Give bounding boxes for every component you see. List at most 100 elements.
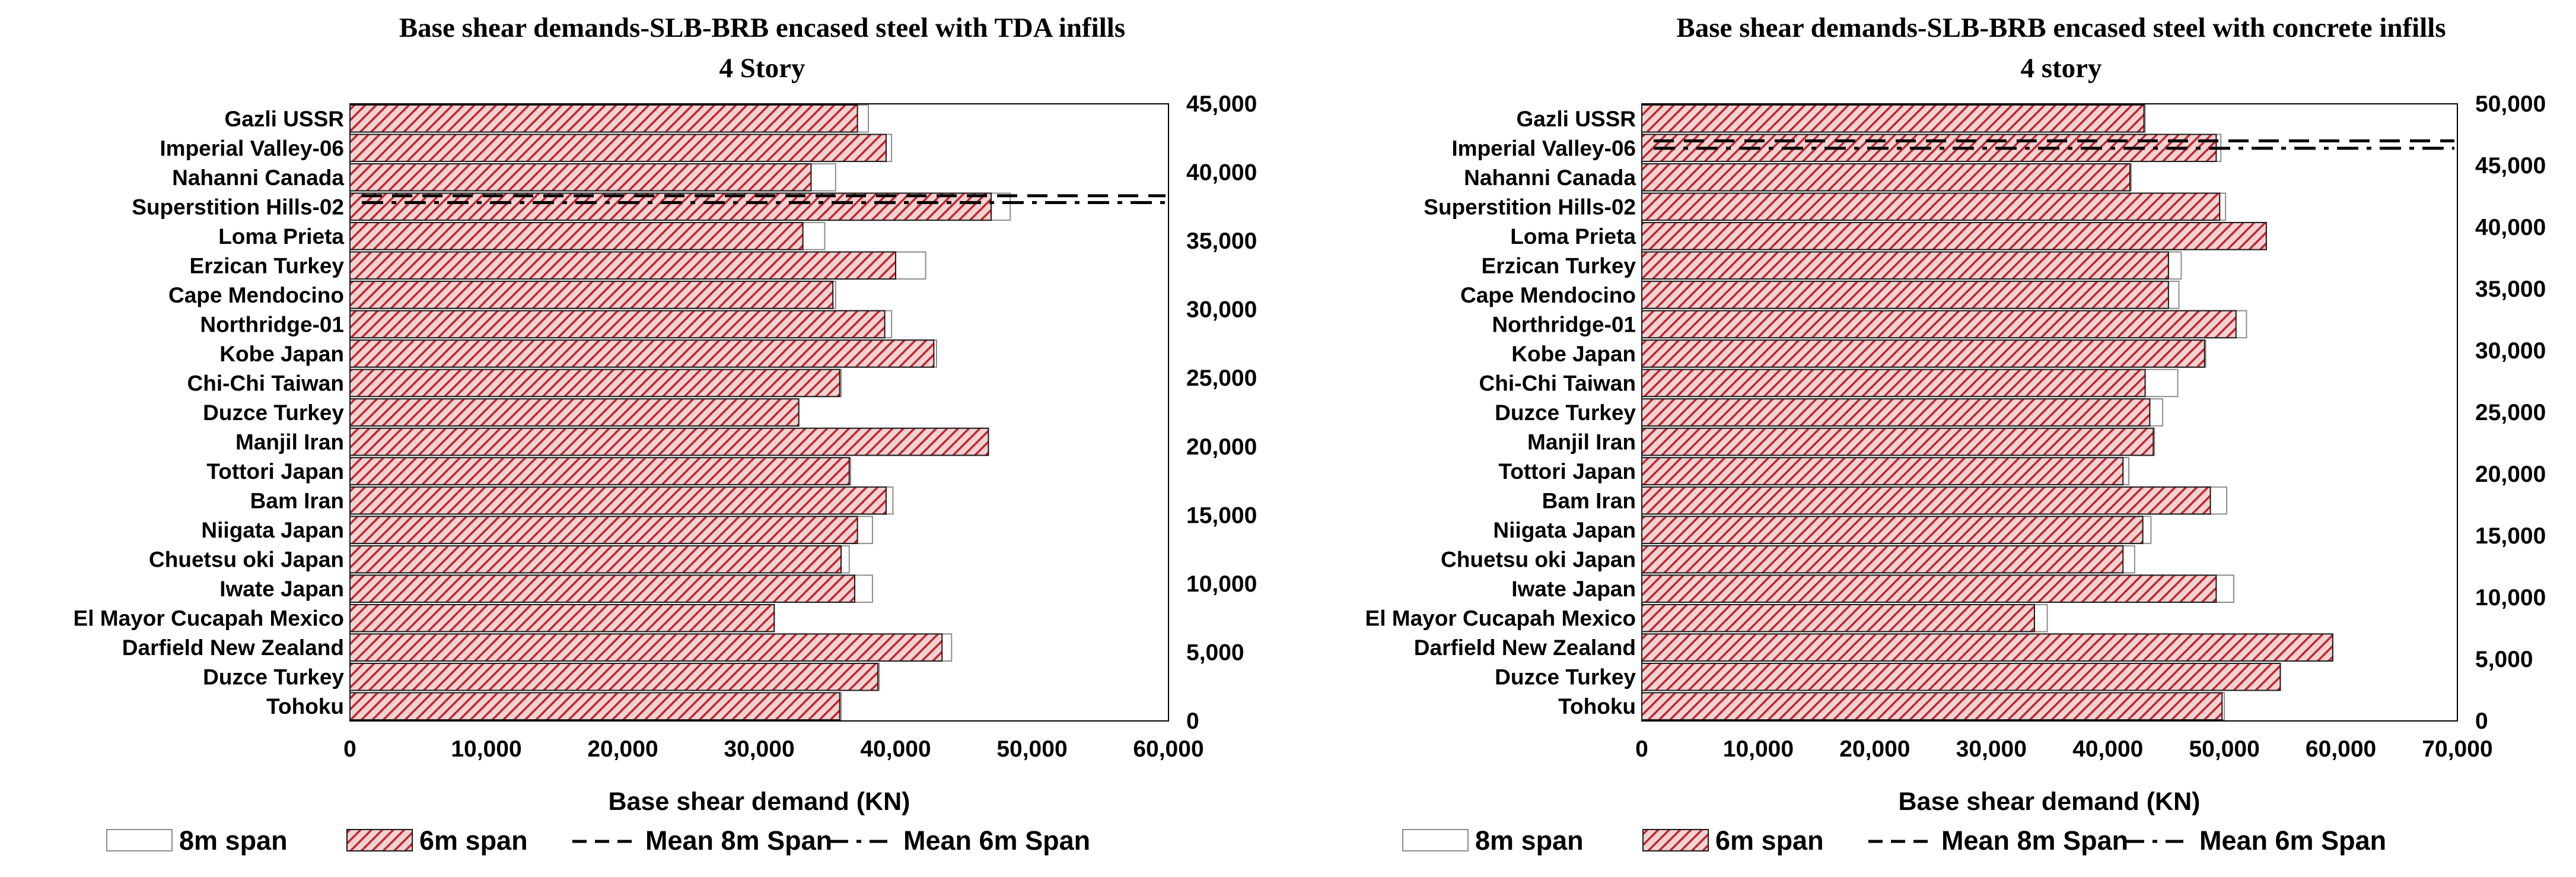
bar-6m-span bbox=[349, 486, 887, 515]
bar-6m-span bbox=[1641, 574, 2217, 603]
legend-label-6m-span: 6m span bbox=[1715, 825, 1824, 856]
chart-title: Base shear demands-SLB-BRB encased steel… bbox=[1676, 12, 2446, 43]
x-tick-label: 60,000 bbox=[2306, 736, 2376, 762]
category-label: Imperial Valley-06 bbox=[1451, 136, 1636, 160]
category-label: Gazli USSR bbox=[225, 107, 345, 131]
bar-6m-span bbox=[1641, 251, 2169, 280]
category-label: Northridge-01 bbox=[1492, 312, 1636, 336]
bar-6m-span bbox=[1641, 545, 2124, 574]
category-label: Erzican Turkey bbox=[1482, 253, 1636, 278]
bar-6m-span bbox=[349, 427, 989, 456]
category-label: Niigata Japan bbox=[1493, 518, 1636, 542]
secondary-y-tick-label: 0 bbox=[2475, 708, 2488, 734]
x-tick-label: 60,000 bbox=[1133, 736, 1203, 762]
secondary-y-tick-label: 20,000 bbox=[1186, 434, 1257, 460]
legend-label-mean-8m: Mean 8m Span bbox=[645, 825, 832, 856]
category-label: Chuetsu oki Japan bbox=[1441, 548, 1636, 572]
secondary-y-tick-label: 15,000 bbox=[1186, 503, 1257, 528]
secondary-y-tick-label: 15,000 bbox=[2475, 523, 2546, 549]
bar-6m-span bbox=[349, 368, 840, 398]
category-label: Niigata Japan bbox=[201, 518, 344, 542]
x-tick-label: 50,000 bbox=[2189, 736, 2259, 762]
bar-6m-span bbox=[1641, 662, 2281, 691]
x-tick-label: 0 bbox=[1635, 736, 1648, 762]
chart-subtitle: 4 story bbox=[2020, 53, 2102, 84]
category-label: Manjil Iran bbox=[1527, 430, 1636, 455]
bar-6m-span bbox=[349, 692, 840, 721]
secondary-y-tick-label: 5,000 bbox=[1186, 640, 1244, 665]
x-tick-label: 20,000 bbox=[587, 736, 658, 762]
category-label: Manjil Iran bbox=[235, 430, 344, 455]
x-tick-label: 70,000 bbox=[2422, 736, 2492, 762]
category-label: Northridge-01 bbox=[200, 312, 344, 336]
x-tick-label: 20,000 bbox=[1839, 736, 1910, 762]
bar-6m-span bbox=[349, 457, 850, 485]
category-label: Superstition Hills-02 bbox=[132, 195, 344, 219]
bar-6m-span bbox=[1641, 457, 2124, 485]
legend-label-8m-span: 8m span bbox=[1475, 825, 1584, 856]
secondary-y-tick-label: 20,000 bbox=[2475, 462, 2546, 487]
bar-6m-span bbox=[349, 516, 858, 544]
category-label: Tottori Japan bbox=[1498, 459, 1636, 484]
category-label: Nahanni Canada bbox=[172, 166, 344, 190]
secondary-y-tick-label: 30,000 bbox=[2475, 338, 2546, 364]
x-tick-label: 40,000 bbox=[2072, 736, 2143, 762]
legend-label-mean-6m: Mean 6m Span bbox=[903, 825, 1090, 856]
legend-label-6m-span: 6m span bbox=[419, 825, 528, 856]
category-label: Bam Iran bbox=[1542, 489, 1636, 513]
bar-6m-span bbox=[1641, 692, 2223, 721]
secondary-y-tick-label: 50,000 bbox=[2475, 91, 2546, 117]
category-label: Cape Mendocino bbox=[168, 283, 344, 307]
x-tick-label: 10,000 bbox=[1723, 736, 1794, 762]
category-label: Tohoku bbox=[266, 694, 344, 719]
bar-6m-span bbox=[349, 222, 804, 250]
category-label: Superstition Hills-02 bbox=[1424, 195, 1636, 219]
category-label: Gazli USSR bbox=[1517, 107, 1636, 131]
bar-6m-span bbox=[1641, 281, 2169, 309]
category-label: Tottori Japan bbox=[206, 459, 344, 484]
legend-label-mean-8m: Mean 8m Span bbox=[1941, 825, 2128, 856]
category-label: Duzce Turkey bbox=[1495, 665, 1636, 689]
category-label: Cape Mendocino bbox=[1460, 283, 1636, 307]
bar-6m-span bbox=[349, 662, 879, 691]
bar-6m-span bbox=[349, 104, 858, 133]
chart-title: Base shear demands-SLB-BRB encased steel… bbox=[399, 12, 1125, 43]
bar-6m-span bbox=[1641, 603, 2035, 633]
bar-6m-span bbox=[1641, 104, 2145, 133]
legend-swatch-6m-span bbox=[346, 829, 413, 851]
bar-6m-span bbox=[349, 281, 834, 309]
x-tick-label: 10,000 bbox=[451, 736, 521, 762]
secondary-y-tick-label: 35,000 bbox=[1186, 228, 1257, 254]
left-chart-panel: Base shear demands-SLB-BRB encased steel… bbox=[74, 12, 1257, 856]
secondary-y-tick-label: 25,000 bbox=[2475, 400, 2546, 425]
bar-6m-span bbox=[1641, 633, 2333, 662]
category-label: Darfield New Zealand bbox=[1414, 635, 1636, 660]
category-label: Chi-Chi Taiwan bbox=[1479, 371, 1636, 395]
secondary-y-tick-label: 0 bbox=[1186, 708, 1199, 734]
bar-6m-span bbox=[349, 574, 855, 603]
bar-6m-span bbox=[1641, 368, 2146, 398]
bar-6m-span bbox=[1641, 339, 2205, 368]
category-label: El Mayor Cucapah Mexico bbox=[74, 606, 344, 631]
category-label: Bam Iran bbox=[250, 489, 344, 513]
category-label: Chuetsu oki Japan bbox=[149, 548, 344, 572]
category-label: Iwate Japan bbox=[1511, 577, 1636, 601]
category-label: Iwate Japan bbox=[219, 577, 344, 601]
chart-subtitle: 4 Story bbox=[719, 53, 805, 84]
category-label: Loma Prieta bbox=[1510, 224, 1636, 249]
x-axis-label: Base shear demand (KN) bbox=[1899, 787, 2201, 816]
bar-6m-span bbox=[349, 398, 800, 427]
secondary-y-tick-label: 30,000 bbox=[1186, 297, 1257, 323]
bar-6m-span bbox=[1641, 192, 2221, 221]
bar-6m-span bbox=[349, 251, 896, 280]
x-tick-label: 30,000 bbox=[724, 736, 794, 762]
category-label: Duzce Turkey bbox=[203, 665, 344, 689]
secondary-y-tick-label: 40,000 bbox=[1186, 160, 1257, 186]
category-label: Duzce Turkey bbox=[203, 401, 344, 425]
secondary-y-tick-label: 40,000 bbox=[2475, 215, 2546, 240]
bar-6m-span bbox=[349, 545, 842, 574]
x-axis-label: Base shear demand (KN) bbox=[609, 787, 910, 816]
x-tick-label: 50,000 bbox=[996, 736, 1067, 762]
category-label: Darfield New Zealand bbox=[122, 635, 344, 660]
